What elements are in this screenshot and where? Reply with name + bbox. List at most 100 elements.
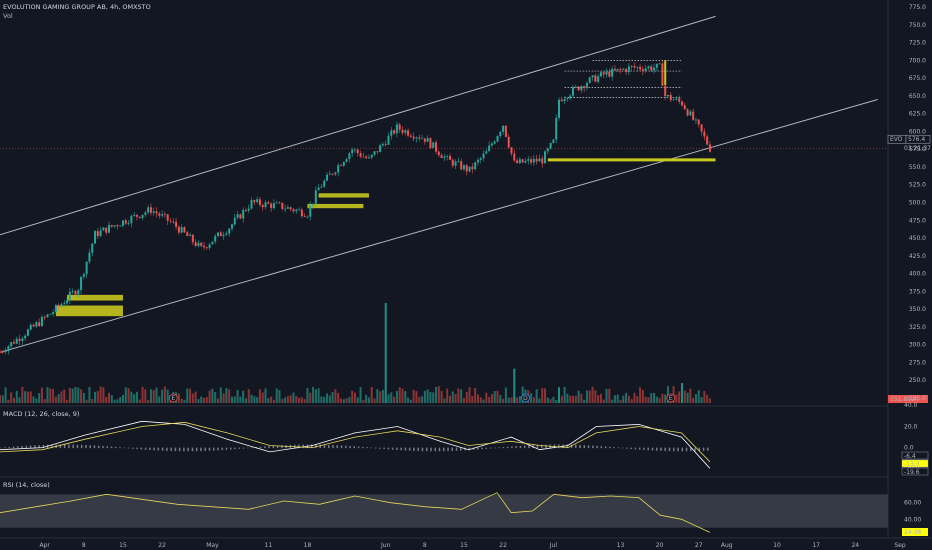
macd-histogram-bar: [272, 445, 275, 449]
macd-histogram-bar: [592, 445, 594, 449]
candle-body: [105, 227, 108, 233]
last-price-badge: 576.4: [908, 136, 925, 143]
macd-histogram-bar: [345, 445, 347, 449]
macd-histogram-bar: [25, 445, 28, 449]
volume-bar: [247, 389, 250, 403]
candle-body: [144, 212, 147, 215]
macd-histogram-bar: [374, 447, 377, 449]
volume-bar: [387, 394, 390, 403]
event-marker-label: E: [669, 395, 673, 402]
macd-histogram-bar: [4, 447, 6, 449]
candle-body: [286, 207, 289, 209]
volume-bar: [96, 391, 99, 403]
volume-bar: [516, 397, 519, 403]
candle-body: [370, 154, 373, 158]
macd-histogram-bar: [191, 447, 194, 452]
volume-bar: [686, 392, 689, 403]
time-axis[interactable]: Apr 8 15 22 May 11 18 Jun 8 15 22 Jul 13 20 27 Aug 10 17 2…: [40, 542, 906, 549]
candle-body: [4, 351, 7, 352]
volume-bar: [602, 399, 605, 403]
candle-body: [443, 156, 446, 159]
candle-body: [194, 242, 197, 246]
macd-badge-box: [901, 467, 929, 476]
volume-bar: [594, 390, 597, 403]
volume-bar: [46, 387, 49, 403]
volume-bar: [577, 390, 580, 403]
candle-body: [197, 242, 200, 246]
volume-bar: [359, 386, 362, 403]
macd-histogram-bar: [323, 444, 326, 449]
candle-body: [462, 165, 465, 170]
candle-body: [258, 199, 261, 205]
macd-histogram-bar: [310, 444, 313, 449]
macd-histogram-bar: [34, 445, 36, 449]
volume-bar: [163, 386, 166, 403]
candle-body: [353, 149, 356, 151]
candle-body: [479, 158, 482, 160]
candle-body: [10, 342, 13, 347]
highlight-zone: [55, 305, 123, 317]
macd-histogram-bar: [673, 447, 675, 452]
macd-histogram-bar: [536, 444, 539, 449]
candle-body: [323, 180, 326, 187]
candle-body: [141, 214, 144, 218]
highlight-zones[interactable]: [55, 60, 716, 317]
macd-histogram-bar: [119, 447, 121, 449]
candle-body: [116, 225, 119, 227]
volume-bar: [639, 387, 642, 403]
candle-body: [99, 230, 102, 237]
volume-bar: [426, 389, 429, 403]
candle-body: [152, 211, 155, 213]
price-axis[interactable]: 775.0 750.0 725.0 700.0 675.0 650.0 625.0 600.0…: [0, 4, 931, 402]
candle-body: [664, 85, 667, 97]
candle-body: [602, 72, 605, 75]
macd-histogram-bar: [123, 447, 126, 449]
macd-histogram-bar: [208, 447, 211, 451]
volume-spike-bar: [558, 387, 561, 403]
trend-channel[interactable]: [0, 15, 878, 358]
candle-body: [214, 235, 217, 242]
macd-pane: 20.00.0-20.0-6.4-13.3-19.6: [0, 420, 929, 476]
candle-body: [449, 156, 451, 160]
candle-body: [356, 149, 359, 154]
volume-bar: [119, 397, 122, 403]
highlight-zone: [67, 294, 123, 301]
macd-histogram-bar: [664, 447, 667, 452]
macd-histogram-bar: [438, 447, 441, 452]
candle-body: [499, 131, 502, 137]
candle-body: [558, 99, 561, 118]
candle-body: [0, 351, 1, 353]
macd-histogram-bar: [613, 447, 615, 449]
macd-histogram-bar: [621, 447, 624, 449]
volume-bar: [412, 389, 415, 403]
candle-body: [583, 86, 586, 88]
candle-body: [476, 159, 479, 163]
candle-body: [376, 151, 379, 153]
volume-bar: [267, 398, 270, 403]
volume-bar: [471, 396, 474, 403]
candle-body: [574, 86, 577, 88]
volume-bar: [158, 396, 161, 403]
price-tick-label: 400.0: [909, 271, 926, 278]
macd-histogram-bar: [251, 447, 253, 449]
volume-bar: [1, 395, 4, 403]
candle-body: [387, 135, 390, 145]
volume-bar: [191, 393, 194, 403]
price-tick-label: 775.0: [909, 4, 926, 11]
candle-body: [393, 130, 396, 134]
volume-bar: [66, 399, 69, 403]
candle-body: [348, 153, 351, 160]
price-tick-label: 375.0: [909, 288, 926, 295]
candle-body: [381, 143, 384, 146]
candle-body: [465, 165, 468, 172]
volume-bar: [303, 399, 306, 403]
macd-histogram-bar: [149, 447, 151, 451]
macd-histogram-bar: [566, 444, 569, 449]
volume-bar: [611, 399, 614, 403]
candle-body: [454, 161, 457, 166]
macd-histogram-bar: [221, 447, 224, 451]
candle-body: [169, 220, 172, 222]
volume-bar: [152, 390, 155, 403]
macd-histogram-bar: [21, 446, 23, 449]
